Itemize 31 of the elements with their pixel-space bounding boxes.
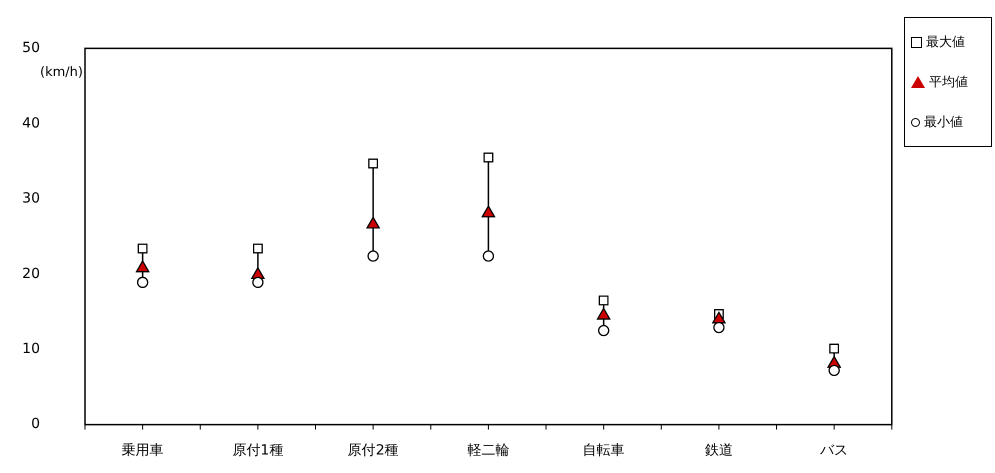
- x-tick-label: 乗用車: [122, 442, 164, 459]
- legend-label: 平均値: [929, 74, 968, 91]
- point: [598, 296, 608, 306]
- point: [138, 244, 148, 254]
- point: [368, 158, 378, 168]
- y-tick-label: 0: [31, 416, 40, 432]
- y-tick-label: 50: [22, 40, 40, 56]
- point: [828, 364, 840, 376]
- point: [252, 276, 264, 288]
- x-tick-label: 軽二輪: [467, 442, 510, 459]
- point: [482, 250, 494, 262]
- point: [484, 152, 494, 162]
- legend-label: 最小値: [924, 114, 963, 131]
- point: [137, 276, 148, 288]
- point: [598, 324, 610, 336]
- x-tick-label: 原付2種: [348, 442, 399, 459]
- x-tick-label: バス: [819, 442, 848, 459]
- point: [253, 244, 263, 254]
- y-axis-title: (km/h): [40, 64, 83, 80]
- y-tick-label: 30: [22, 190, 40, 207]
- legend-label: 最大値: [926, 34, 965, 51]
- x-tick-label: 原付1種: [232, 442, 284, 459]
- x-tick-label: 鉄道: [704, 442, 733, 459]
- point: [713, 322, 725, 334]
- x-tick-label: 自転車: [582, 442, 625, 459]
- y-tick-label: 40: [22, 115, 40, 132]
- point: [368, 250, 379, 262]
- point: [829, 344, 840, 354]
- point: [136, 260, 150, 272]
- y-tick-label: 20: [22, 266, 40, 282]
- y-tick-label: 10: [22, 341, 40, 357]
